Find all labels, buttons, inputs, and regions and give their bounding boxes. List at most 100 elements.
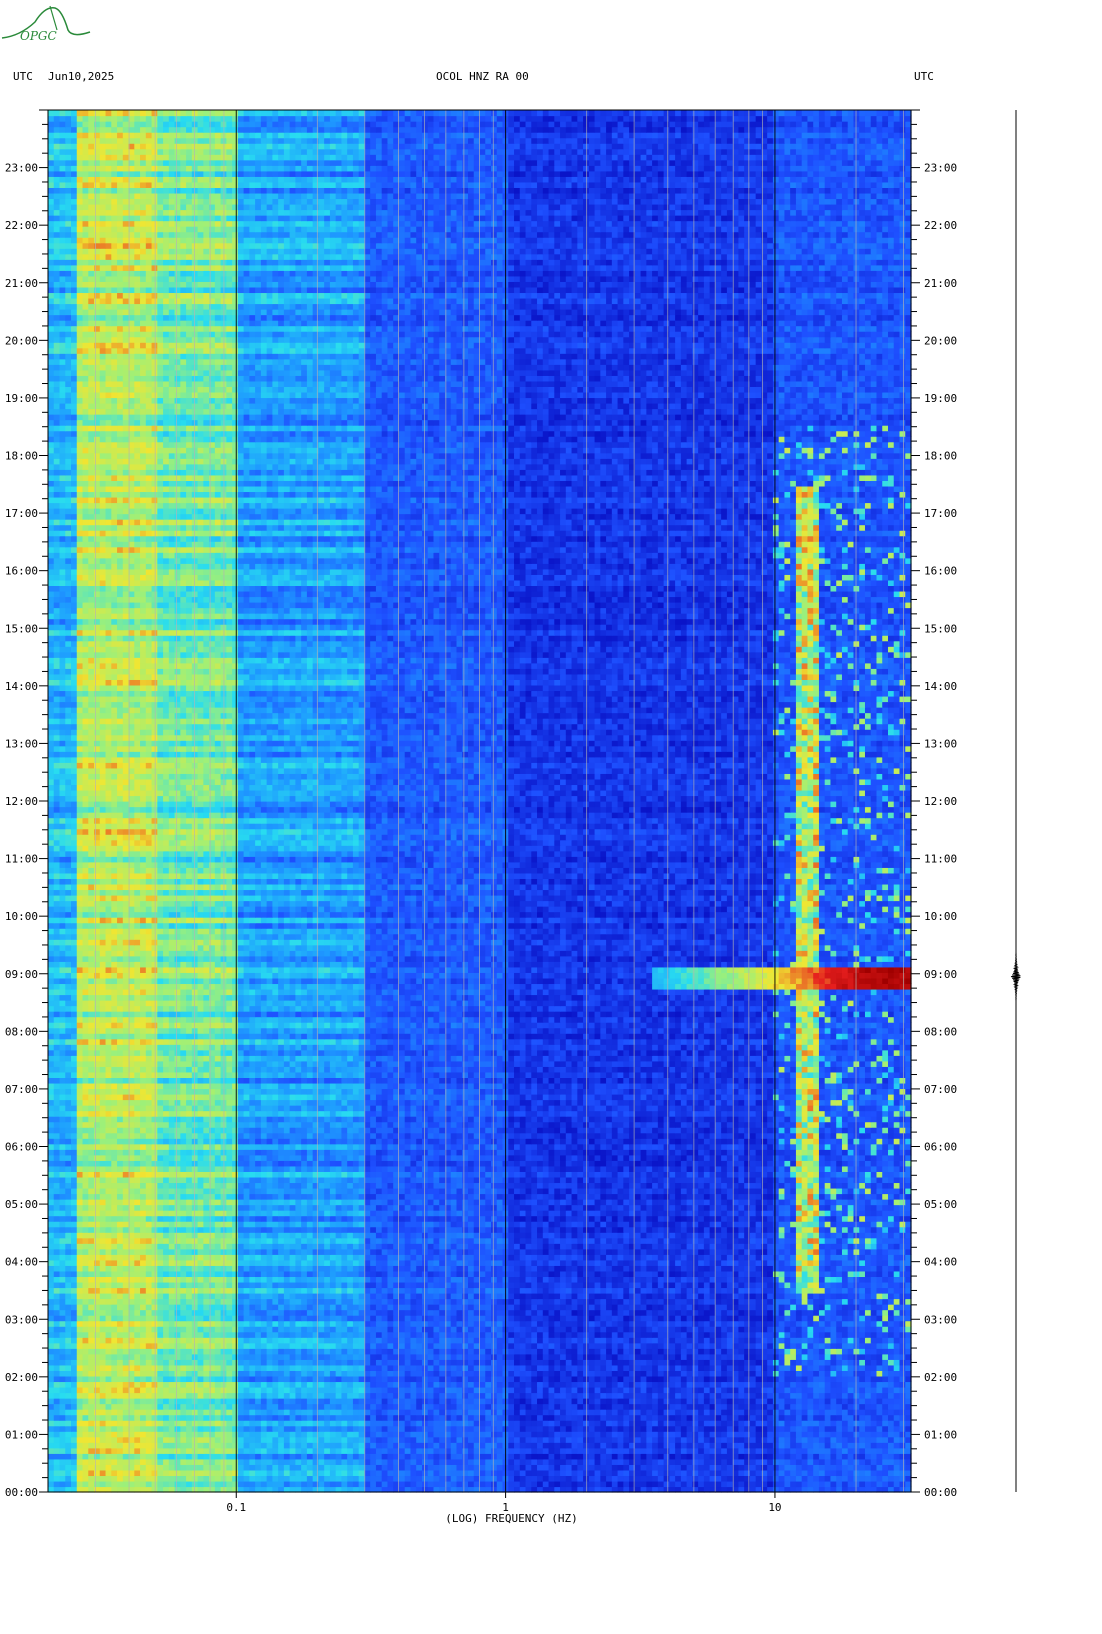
heatmap-cell	[284, 1470, 290, 1476]
heatmap-cell	[618, 1448, 624, 1454]
heatmap-cell	[871, 1475, 877, 1481]
heatmap-cell	[566, 1475, 572, 1481]
heatmap-cell	[284, 1464, 290, 1470]
heatmap-cell	[428, 1459, 434, 1465]
heatmap-cell	[612, 1448, 618, 1454]
heatmap-cell	[802, 1481, 808, 1487]
heatmap-cell	[485, 1464, 491, 1470]
heatmap-cell	[364, 1464, 370, 1470]
heatmap-cell	[364, 1470, 370, 1476]
heatmap-cell	[675, 1448, 681, 1454]
heatmap-cell	[658, 1481, 664, 1487]
heatmap-cell	[65, 1453, 71, 1459]
heatmap-cell	[859, 1453, 865, 1459]
heatmap-cell	[94, 1475, 100, 1481]
heatmap-cell	[433, 1481, 439, 1487]
heatmap-cell	[192, 1453, 198, 1459]
heatmap-cell	[244, 1464, 250, 1470]
heatmap-cell	[215, 1448, 221, 1454]
heatmap-cell	[549, 1470, 555, 1476]
heatmap-cell	[807, 1464, 813, 1470]
heatmap-cell	[646, 1448, 652, 1454]
heatmap-cell	[848, 1475, 854, 1481]
heatmap-cell	[750, 1481, 756, 1487]
heatmap-cell	[278, 1481, 284, 1487]
heatmap-cell	[428, 1475, 434, 1481]
heatmap-cell	[341, 1453, 347, 1459]
heatmap-cell	[416, 1475, 422, 1481]
heatmap-cell	[169, 1475, 175, 1481]
heatmap-cell	[140, 1448, 146, 1454]
heatmap-cell	[526, 1448, 532, 1454]
heatmap-cell	[623, 1459, 629, 1465]
heatmap-cell	[572, 1464, 578, 1470]
heatmap-cell	[572, 1448, 578, 1454]
heatmap-cell	[186, 1464, 192, 1470]
heatmap-cell	[267, 1448, 273, 1454]
heatmap-cell	[572, 1453, 578, 1459]
heatmap-cell	[779, 1464, 785, 1470]
heatmap-cell	[888, 1464, 894, 1470]
heatmap-cell	[77, 1453, 83, 1459]
heatmap-cell	[180, 1475, 186, 1481]
heatmap-cell	[267, 1481, 273, 1487]
heatmap-cell	[244, 1459, 250, 1465]
heatmap-cell	[658, 1464, 664, 1470]
heatmap-cell	[583, 1448, 589, 1454]
heatmap-cell	[198, 1475, 204, 1481]
heatmap-cell	[278, 1459, 284, 1465]
heatmap-cell	[134, 1453, 140, 1459]
heatmap-cell	[635, 1459, 641, 1465]
heatmap-cell	[301, 1464, 307, 1470]
heatmap-cell	[641, 1481, 647, 1487]
heatmap-cell	[313, 1453, 319, 1459]
heatmap-cell	[520, 1470, 526, 1476]
heatmap-cell	[433, 1475, 439, 1481]
heatmap-cell	[537, 1464, 543, 1470]
heatmap-cell	[232, 1453, 238, 1459]
heatmap-cell	[750, 1464, 756, 1470]
heatmap-cell	[796, 1453, 802, 1459]
heatmap-cell	[169, 1481, 175, 1487]
heatmap-cell	[226, 1475, 232, 1481]
heatmap-cell	[577, 1481, 583, 1487]
heatmap-cell	[664, 1475, 670, 1481]
heatmap-cell	[796, 1475, 802, 1481]
heatmap-cell	[491, 1448, 497, 1454]
heatmap-cell	[894, 1470, 900, 1476]
heatmap-cell	[405, 1448, 411, 1454]
heatmap-cell	[675, 1481, 681, 1487]
heatmap-cell	[100, 1459, 106, 1465]
heatmap-cell	[364, 1459, 370, 1465]
heatmap-cell	[485, 1475, 491, 1481]
heatmap-cell	[773, 1464, 779, 1470]
heatmap-cell	[583, 1481, 589, 1487]
heatmap-cell	[399, 1459, 405, 1465]
heatmap-cell	[307, 1464, 313, 1470]
heatmap-cell	[687, 1475, 693, 1481]
heatmap-cell	[468, 1481, 474, 1487]
heatmap-cell	[439, 1464, 445, 1470]
heatmap-cell	[836, 1470, 842, 1476]
heatmap-cell	[715, 1464, 721, 1470]
heatmap-cell	[577, 1464, 583, 1470]
heatmap-cell	[790, 1459, 796, 1465]
heatmap-cell	[215, 1453, 221, 1459]
heatmap-cell	[106, 1448, 112, 1454]
heatmap-cell	[203, 1464, 209, 1470]
heatmap-cell	[410, 1470, 416, 1476]
heatmap-cell	[508, 1459, 514, 1465]
heatmap-cell	[888, 1453, 894, 1459]
heatmap-cell	[600, 1459, 606, 1465]
heatmap-cell	[589, 1481, 595, 1487]
heatmap-cell	[698, 1448, 704, 1454]
heatmap-cell	[456, 1481, 462, 1487]
heatmap-cell	[727, 1453, 733, 1459]
heatmap-cell	[549, 1481, 555, 1487]
heatmap-cell	[750, 1475, 756, 1481]
heatmap-cell	[784, 1459, 790, 1465]
heatmap-cell	[508, 1470, 514, 1476]
heatmap-cell	[600, 1470, 606, 1476]
heatmap-cell	[894, 1464, 900, 1470]
heatmap-cell	[848, 1459, 854, 1465]
